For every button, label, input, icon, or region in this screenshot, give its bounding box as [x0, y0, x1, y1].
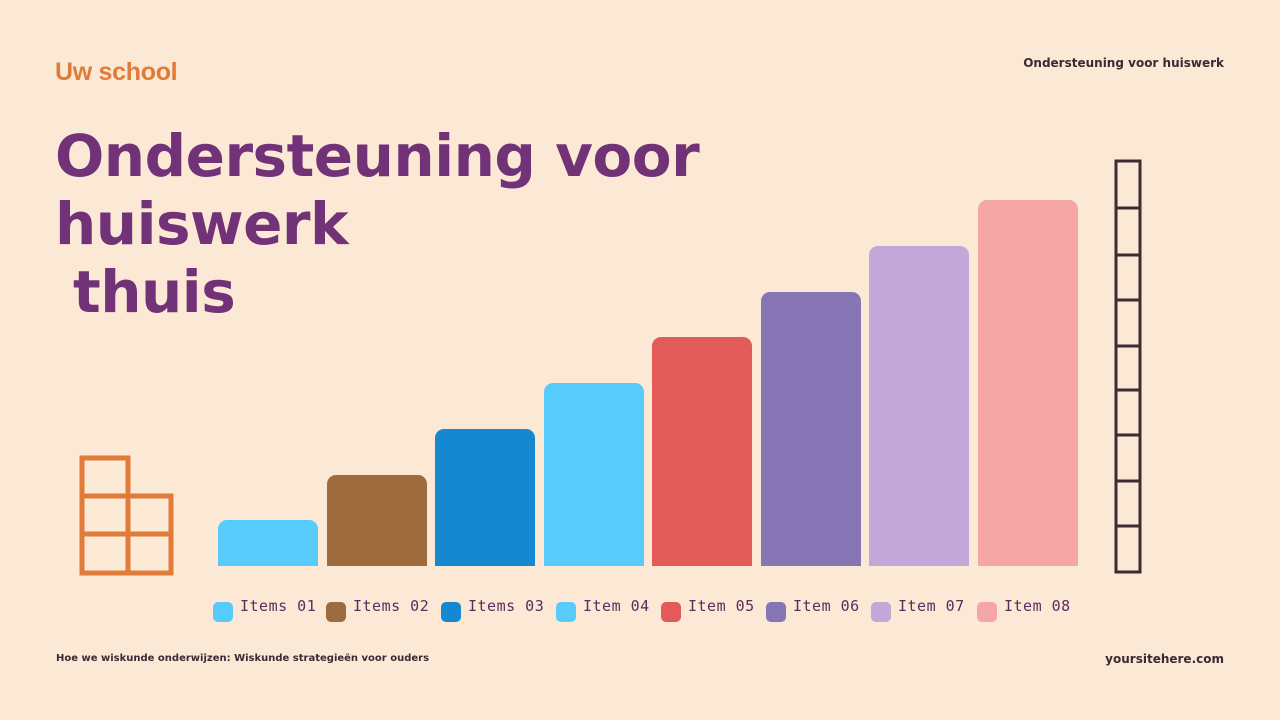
legend-label: Items 03: [468, 597, 545, 615]
legend-item: Item 07: [871, 596, 965, 622]
legend-item: Item 06: [766, 596, 860, 622]
legend-swatch-icon: [556, 602, 576, 622]
legend-swatch-icon: [441, 602, 461, 622]
bar-8: [977, 200, 1078, 566]
bar-4: [543, 383, 644, 566]
legend-label: Item 04: [583, 597, 650, 615]
bar-5: [652, 337, 752, 566]
bar-2: [326, 475, 427, 566]
legend-label: Item 07: [898, 597, 965, 615]
legend-swatch-icon: [661, 602, 681, 622]
title-line-1: Ondersteuning voor huiswerk: [55, 122, 700, 258]
legend-item: Item 08: [977, 596, 1071, 622]
header-subtitle: Ondersteuning voor huiswerk: [1023, 56, 1224, 70]
bar-1: [218, 520, 318, 566]
legend-item: Items 01: [213, 596, 316, 622]
legend-label: Items 02: [353, 597, 430, 615]
footer-website: yoursitehere.com: [1105, 652, 1224, 666]
legend-swatch-icon: [326, 602, 346, 622]
legend-item: Item 04: [556, 596, 650, 622]
legend-label: Item 05: [688, 597, 755, 615]
legend-item: Item 05: [661, 596, 755, 622]
legend-label: Item 06: [793, 597, 860, 615]
legend-swatch-icon: [213, 602, 233, 622]
block-grid-icon: [79, 455, 174, 576]
title-line-2: thuis: [73, 258, 236, 326]
legend-swatch-icon: [871, 602, 891, 622]
legend-swatch-icon: [977, 602, 997, 622]
school-brand: Uw school: [55, 58, 178, 86]
ladder-icon: [1114, 159, 1142, 574]
legend-swatch-icon: [766, 602, 786, 622]
page-title: Ondersteuning voor huiswerk thuis: [55, 122, 935, 326]
legend-label: Item 08: [1004, 597, 1071, 615]
legend-label: Items 01: [240, 597, 317, 615]
bar-3: [435, 429, 535, 566]
legend-item: Items 03: [441, 596, 544, 622]
bar-6: [760, 292, 861, 566]
legend-item: Items 02: [326, 596, 429, 622]
footer-caption: Hoe we wiskunde onderwijzen: Wiskunde st…: [56, 653, 430, 664]
